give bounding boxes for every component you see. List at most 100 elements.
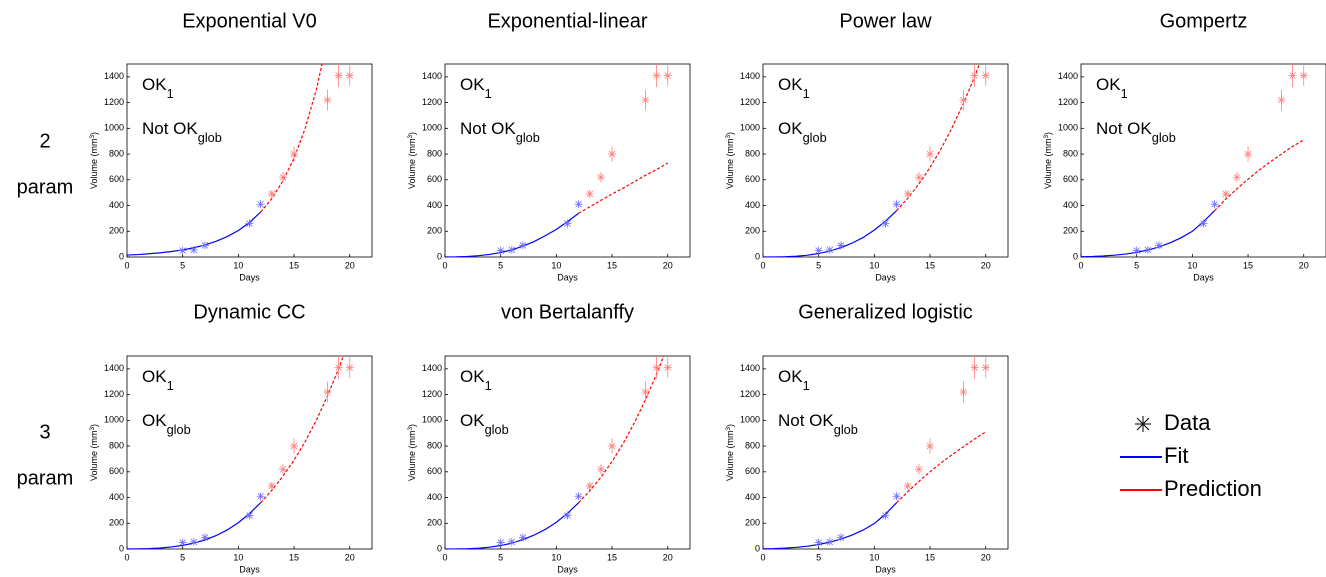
axes-box xyxy=(126,63,373,258)
marker-stroke xyxy=(179,247,186,254)
x-tick-label: 15 xyxy=(1243,260,1253,270)
text-part: OK xyxy=(778,75,803,94)
marker-stroke xyxy=(586,190,594,198)
marker-stroke xyxy=(508,538,516,546)
data-point xyxy=(256,200,265,209)
annotation: Not OKglob xyxy=(778,411,858,437)
marker-stroke xyxy=(882,220,889,227)
data-point xyxy=(926,150,935,159)
marker-stroke xyxy=(960,388,967,396)
x-tick-label: 15 xyxy=(607,260,617,270)
data-point xyxy=(518,241,527,250)
y-tick-label: 1400 xyxy=(422,363,442,373)
text-part: 1 xyxy=(803,86,810,101)
text-part: ) xyxy=(725,132,735,135)
data-point xyxy=(959,96,968,105)
data-point xyxy=(267,189,276,198)
data-point xyxy=(596,465,605,474)
y-tick-label: 600 xyxy=(427,174,442,184)
y-tick-label: 800 xyxy=(745,148,760,158)
x-tick-label: 5 xyxy=(816,260,821,270)
data-point xyxy=(970,363,979,372)
subplot-title: Exponential V0 xyxy=(182,10,317,32)
text-part: Volume (mm xyxy=(1043,139,1053,190)
y-tick-label: 1000 xyxy=(422,123,442,133)
marker-stroke xyxy=(257,200,264,208)
text-part: 3 xyxy=(89,135,96,139)
text-part: OK xyxy=(460,367,485,386)
marker-stroke xyxy=(653,72,660,79)
data-point xyxy=(178,246,187,255)
marker-stroke xyxy=(1300,72,1308,79)
data-point xyxy=(926,442,935,451)
text-part: OK xyxy=(142,75,167,94)
marker-stroke xyxy=(971,364,978,371)
y-tick-label: 400 xyxy=(427,492,442,502)
data-point xyxy=(334,71,343,80)
series-line xyxy=(260,64,323,213)
marker-stroke xyxy=(290,150,298,158)
x-axis-label: Days xyxy=(557,272,578,282)
y-tick-label: 600 xyxy=(109,174,124,184)
marker-stroke xyxy=(519,534,527,541)
marker-stroke xyxy=(915,465,923,473)
y-tick-label: 600 xyxy=(745,466,760,476)
legend-label: Prediction xyxy=(1164,476,1262,501)
data-point xyxy=(345,363,354,372)
annotation: Not OKglob xyxy=(460,119,540,145)
marker-stroke xyxy=(279,173,287,181)
marker-stroke xyxy=(904,482,912,490)
x-tick-label: 5 xyxy=(1134,260,1139,270)
text-part: 3 xyxy=(1043,135,1050,139)
subplot-title: Power law xyxy=(839,10,932,32)
y-axis-label: Volume (mm3) xyxy=(407,424,418,481)
data-point xyxy=(836,533,845,542)
data-point xyxy=(608,150,617,159)
data-point xyxy=(189,537,198,546)
y-tick-label: 0 xyxy=(755,543,760,553)
text-part: Not OK xyxy=(142,119,198,138)
text-part: 3 xyxy=(725,135,732,139)
plot-area xyxy=(445,356,672,549)
text-part: 1 xyxy=(485,86,492,101)
data-point xyxy=(200,241,209,250)
data-point xyxy=(1132,246,1141,255)
data-point xyxy=(652,71,661,80)
y-tick-label: 1400 xyxy=(104,71,124,81)
series-line xyxy=(260,356,344,504)
text-part: OK xyxy=(460,411,485,430)
x-tick-label: 20 xyxy=(1299,260,1309,270)
x-tick-label: 20 xyxy=(981,552,991,562)
data-point xyxy=(596,173,605,182)
marker-stroke xyxy=(971,72,978,79)
y-tick-label: 0 xyxy=(437,251,442,261)
data-point xyxy=(892,492,901,501)
plot-area xyxy=(127,356,354,549)
y-tick-label: 200 xyxy=(745,226,760,236)
annotation: OK1 xyxy=(142,367,174,393)
annotation: OK1 xyxy=(142,75,174,101)
axes-box xyxy=(126,355,373,550)
x-tick-label: 0 xyxy=(442,552,447,562)
data-point xyxy=(825,245,834,254)
marker-stroke xyxy=(642,96,649,104)
data-point xyxy=(1277,96,1286,105)
marker-stroke xyxy=(608,150,616,158)
marker-stroke xyxy=(664,72,672,79)
y-tick-label: 400 xyxy=(1063,200,1078,210)
marker-stroke xyxy=(335,364,342,371)
marker-stroke xyxy=(642,388,649,396)
text-part: Not OK xyxy=(778,411,834,430)
data-point xyxy=(881,219,890,228)
marker-stroke xyxy=(597,465,605,473)
marker-stroke xyxy=(1289,72,1296,79)
y-tick-label: 1200 xyxy=(422,97,442,107)
data-point xyxy=(1221,189,1230,198)
x-tick-label: 0 xyxy=(124,260,129,270)
x-tick-label: 10 xyxy=(869,260,879,270)
x-tick-label: 10 xyxy=(551,552,561,562)
data-point xyxy=(825,537,834,546)
x-tick-label: 20 xyxy=(663,260,673,270)
subplot: Dynamic CC0 5 10 15 200200400600800100012001… xyxy=(89,301,373,574)
